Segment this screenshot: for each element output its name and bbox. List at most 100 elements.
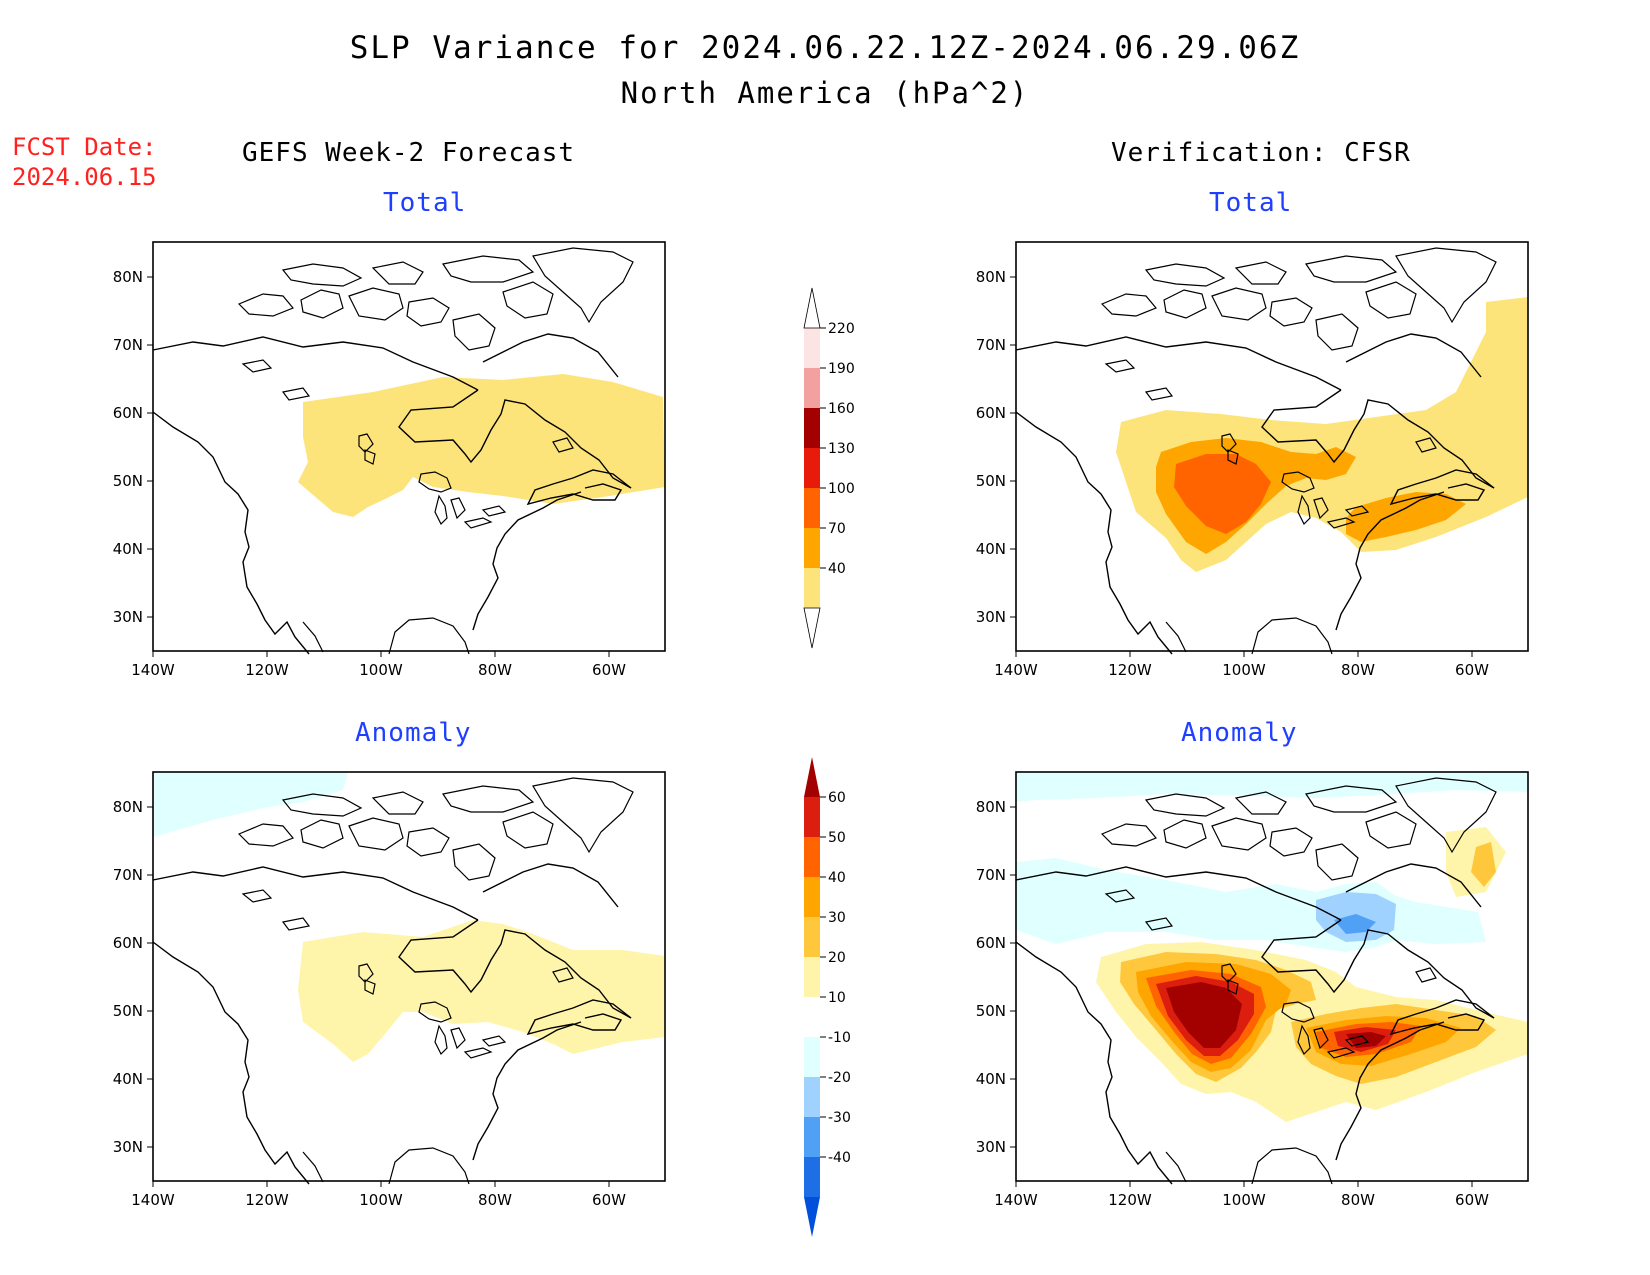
cb-total-top-arrow: [803, 287, 821, 329]
shade-neg30: [1334, 914, 1376, 934]
fc-anom-lon-label: 80W: [478, 1191, 512, 1209]
fcst-date-label: FCST Date:: [12, 133, 157, 161]
cb-total-label-190: 190: [828, 361, 855, 377]
cb-anom-top-arrow: [804, 757, 820, 797]
cb-total-100: [804, 488, 820, 528]
fc-anom-lon-label: 140W: [131, 1191, 175, 1209]
fc-total-lat-label: 40N: [113, 540, 143, 558]
ver-anom-lat-label: 60N: [976, 934, 1006, 952]
cb-anom-label-60: 60: [828, 790, 846, 806]
fc-total-lat-label: 30N: [113, 608, 143, 626]
verification-total-title: Total: [1209, 188, 1293, 218]
cb-anom-bottom-arrow: [804, 1197, 820, 1237]
ver-anom-lon-label: 120W: [1108, 1191, 1152, 1209]
ver-total-lon-label: 60W: [1455, 661, 1489, 679]
ver-total-lon-label: 80W: [1341, 661, 1375, 679]
cb-total-label-70: 70: [828, 521, 846, 537]
forecast-total-title: Total: [383, 188, 467, 218]
cb-total-220: [804, 328, 820, 368]
forecast-total-map: [152, 241, 666, 655]
shade-20-30-ne: [1471, 842, 1496, 887]
colorbar-total: 40 70 100 130 160 190 220: [803, 287, 855, 649]
fc-total-lon-label: 60W: [592, 661, 626, 679]
fc-total-lat-label: 70N: [113, 336, 143, 354]
cb-anom-label-neg20: -20: [828, 1070, 851, 1086]
forecast-anomaly-title: Anomaly: [355, 718, 472, 748]
cb-total-70: [804, 528, 820, 568]
cb-anom-label-neg40: -40: [828, 1150, 851, 1166]
fc-total-lon-label: 140W: [131, 661, 175, 679]
verification-total-map: [1015, 241, 1529, 655]
cb-anom-40-50: [804, 837, 820, 877]
cb-anom-label-30: 30: [828, 910, 846, 926]
figure-title: SLP Variance for 2024.06.22.12Z-2024.06.…: [349, 30, 1301, 66]
cb-total-130: [804, 448, 820, 488]
fc-total-lon-label: 80W: [478, 661, 512, 679]
ver-anom-lon-label: 60W: [1455, 1191, 1489, 1209]
ver-anom-lat-label: 70N: [976, 866, 1006, 884]
fc-anom-lat-label: 40N: [113, 1070, 143, 1088]
ver-anom-lat-label: 50N: [976, 1002, 1006, 1020]
cb-anom-label-50: 50: [828, 830, 846, 846]
shade-neg10-top: [1016, 772, 1528, 802]
cb-anom-neg10-neg20: [804, 1037, 820, 1077]
shade-neg10-neg20: [153, 772, 348, 837]
shade-over-60: [1166, 982, 1242, 1048]
fcst-date-value: 2024.06.15: [12, 163, 157, 191]
fc-anom-lon-label: 60W: [592, 1191, 626, 1209]
fc-anom-lon-label: 120W: [245, 1191, 289, 1209]
fc-anom-lat-label: 60N: [113, 934, 143, 952]
ver-anom-lat-label: 30N: [976, 1138, 1006, 1156]
figure-subtitle: North America (hPa^2): [620, 76, 1030, 110]
ver-total-lat-label: 40N: [976, 540, 1006, 558]
ver-total-lat-label: 30N: [976, 608, 1006, 626]
cb-anom-50-60: [804, 797, 820, 837]
ver-total-lon-label: 120W: [1108, 661, 1152, 679]
cb-total-label-160: 160: [828, 401, 855, 417]
colorbar-anomaly: 60 50 40 30 20 10 -10 -20 -30 -40: [804, 757, 851, 1237]
fc-anom-lat-label: 50N: [113, 1002, 143, 1020]
ver-anom-lon-label: 100W: [1222, 1191, 1266, 1209]
cb-anom-label-40: 40: [828, 870, 846, 886]
cb-total-label-100: 100: [828, 481, 855, 497]
cb-total-label-40: 40: [828, 561, 846, 577]
ver-total-lat-label: 80N: [976, 268, 1006, 286]
shade-100-130: [1174, 454, 1271, 534]
cb-total-40: [804, 568, 820, 608]
cb-total-bottom-arrow: [803, 607, 821, 649]
ver-anom-lat-label: 80N: [976, 798, 1006, 816]
fc-total-lat-label: 50N: [113, 472, 143, 490]
forecast-column-title: GEFS Week-2 Forecast: [242, 138, 576, 168]
axis-labels: 80N 70N 60N 50N 40N 30N 140W 120W 100W 80W 60W 80N 7…: [113, 268, 1489, 1209]
cb-total-label-130: 130: [828, 441, 855, 457]
fc-total-lat-label: 80N: [113, 268, 143, 286]
fc-total-lon-label: 120W: [245, 661, 289, 679]
cb-anom-20-30: [804, 917, 820, 957]
cb-anom-10-20: [804, 957, 820, 997]
verification-anomaly-map: [1015, 771, 1529, 1185]
fc-anom-lat-label: 80N: [113, 798, 143, 816]
cb-anom-label-10: 10: [828, 990, 846, 1006]
ver-total-lat-label: 60N: [976, 404, 1006, 422]
shade-70-100-east: [1346, 492, 1466, 542]
ver-anom-lon-label: 140W: [994, 1191, 1038, 1209]
ver-anom-lat-label: 40N: [976, 1070, 1006, 1088]
cb-anom-below-neg40: [804, 1157, 820, 1197]
shade-40-70: [298, 374, 665, 517]
cb-anom-neutral: [804, 997, 820, 1037]
cb-total-160: [804, 408, 820, 448]
cb-anom-label-20: 20: [828, 950, 846, 966]
verification-column-title: Verification: CFSR: [1111, 138, 1411, 168]
fc-anom-lon-label: 100W: [359, 1191, 403, 1209]
cb-anom-label-neg30: -30: [828, 1110, 851, 1126]
fc-total-lat-label: 60N: [113, 404, 143, 422]
ver-total-lon-label: 140W: [994, 661, 1038, 679]
cb-anom-neg30-neg40: [804, 1117, 820, 1157]
ver-total-lat-label: 70N: [976, 336, 1006, 354]
cb-anom-30-40: [804, 877, 820, 917]
cb-anom-neg20-neg30: [804, 1077, 820, 1117]
fc-anom-lat-label: 30N: [113, 1138, 143, 1156]
cb-total-label-220: 220: [828, 321, 855, 337]
fc-anom-lat-label: 70N: [113, 866, 143, 884]
forecast-anomaly-map: [152, 771, 666, 1185]
